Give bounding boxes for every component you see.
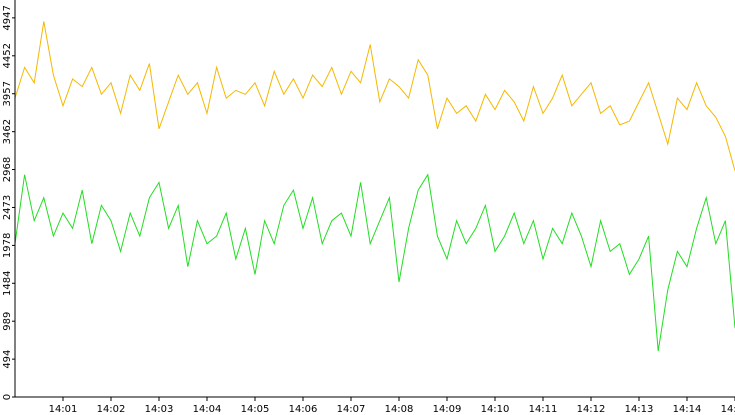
y-tick-label: 3957: [2, 81, 13, 106]
x-tick-label: 14:10: [481, 404, 510, 415]
y-tick-label: 494: [2, 350, 13, 369]
x-tick-label: 14:07: [337, 404, 366, 415]
x-tick-label: 14:13: [625, 404, 654, 415]
x-tick-label: 14:03: [145, 404, 174, 415]
y-tick-label: 1978: [2, 233, 13, 258]
y-tick-label: 2968: [2, 157, 13, 182]
x-tick-label: 14:09: [433, 404, 462, 415]
x-tick-label: 14:06: [289, 404, 318, 415]
y-tick-label: 4947: [2, 5, 13, 30]
y-tick-label: 3462: [2, 119, 13, 144]
x-tick-label: 14:01: [49, 404, 78, 415]
y-tick-label: 2473: [2, 195, 13, 220]
x-tick-label: 14:02: [97, 404, 126, 415]
x-tick-label: 14:04: [193, 404, 222, 415]
x-tick-label: 14:05: [241, 404, 270, 415]
y-tick-label: 1484: [2, 271, 13, 296]
x-tick-label: 14:14: [673, 404, 702, 415]
series-line: [14, 21, 735, 172]
x-tick-label: 14:12: [577, 404, 606, 415]
x-tick-label: 14:08: [385, 404, 414, 415]
y-tick-label: 4452: [2, 43, 13, 68]
x-tick-label: 14:11: [529, 404, 558, 415]
y-tick-label: 989: [2, 312, 13, 331]
y-tick-label: 0: [2, 394, 13, 400]
x-tick-label: 14:15: [721, 404, 735, 415]
series-line: [14, 173, 735, 352]
